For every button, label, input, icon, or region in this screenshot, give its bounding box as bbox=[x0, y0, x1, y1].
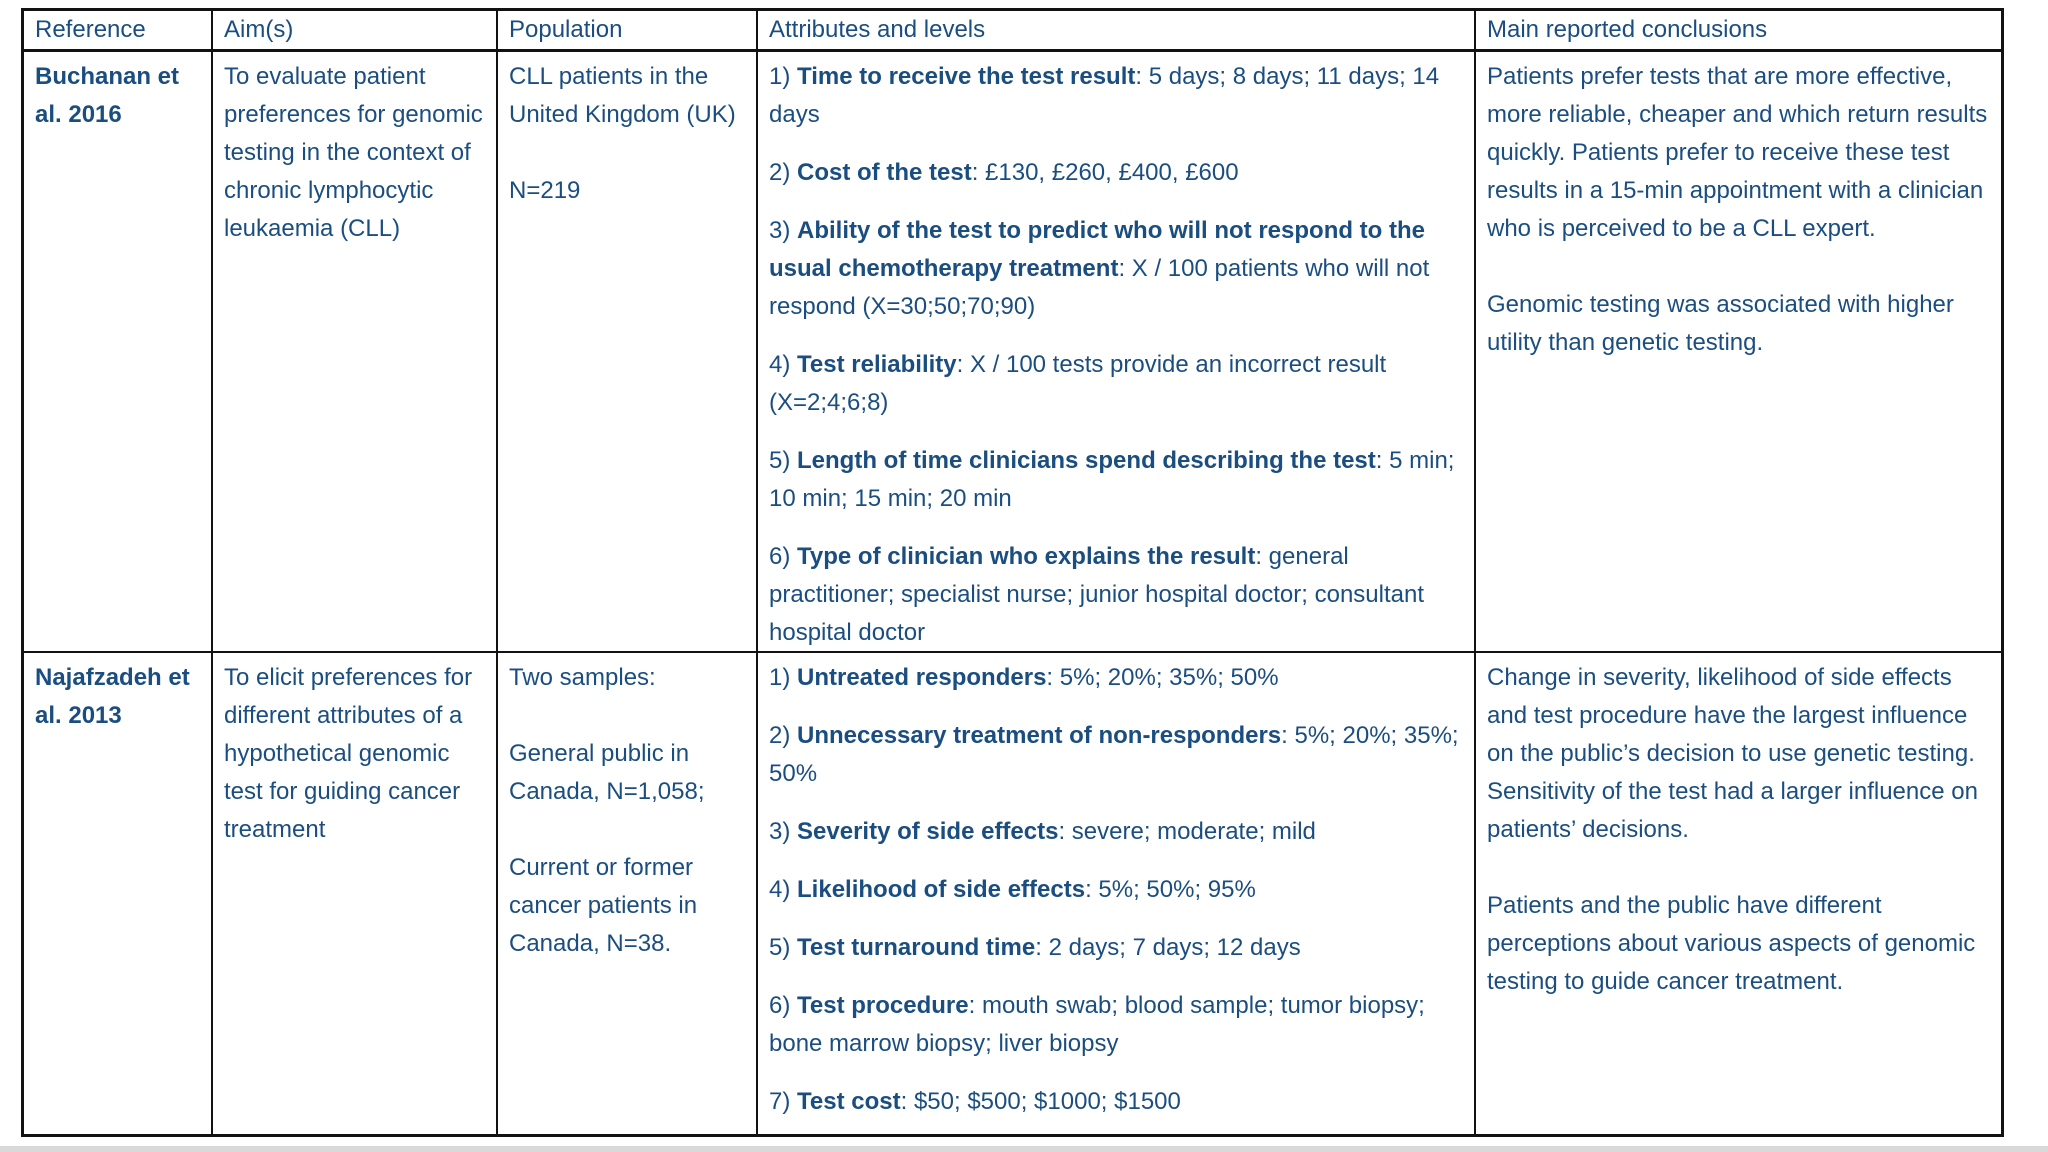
attribute-levels: : 5%; 50%; 95% bbox=[1085, 876, 1256, 903]
attribute-item: 4) Test reliability: X / 100 tests provi… bbox=[769, 346, 1462, 422]
table-body: Buchanan et al. 2016 To evaluate patient … bbox=[24, 52, 2001, 1134]
screen-bottom-edge bbox=[0, 1146, 2048, 1152]
attribute-number: 4) bbox=[769, 876, 798, 903]
attribute-name: Time to receive the test result bbox=[797, 63, 1136, 90]
attribute-name: Length of time clinicians spend describi… bbox=[797, 447, 1376, 474]
attribute-levels: : 5 min; 10 min; 15 min; 20 min bbox=[769, 447, 1455, 512]
column-header-population: Population bbox=[498, 11, 758, 52]
conclusion-text: Patients and the public have different p… bbox=[1487, 892, 1976, 995]
population-cell: CLL patients in the United Kingdom (UK) N… bbox=[498, 52, 758, 653]
aims-cell: To evaluate patient preferences for geno… bbox=[213, 52, 498, 653]
attribute-levels: : $50; $500; $1000; $1500 bbox=[900, 1088, 1181, 1115]
population-cell: Two samples: General public in Canada, N=… bbox=[498, 653, 758, 1134]
attribute-name: Test cost bbox=[797, 1088, 901, 1115]
reference-cell: Najafzadeh et al. 2013 bbox=[24, 653, 213, 1134]
attribute-number: 7) bbox=[769, 1088, 798, 1115]
attribute-item: 5) Test turnaround time: 2 days; 7 days;… bbox=[769, 929, 1462, 967]
population-text: N=219 bbox=[509, 177, 581, 204]
population-text: Two samples: bbox=[509, 664, 656, 691]
attribute-levels: : 2 days; 7 days; 12 days bbox=[1035, 934, 1301, 961]
attribute-levels: : £130, £260, £400, £600 bbox=[971, 159, 1239, 186]
attribute-name: Test turnaround time bbox=[797, 934, 1036, 961]
population-text: Current or former cancer patients in Can… bbox=[509, 854, 698, 957]
attribute-item: 3) Ability of the test to predict who wi… bbox=[769, 212, 1462, 326]
attributes-cell: 1) Untreated responders: 5%; 20%; 35%; 5… bbox=[758, 653, 1476, 1134]
attribute-levels: : 5 days; 8 days; 11 days; 14 days bbox=[769, 63, 1440, 128]
attribute-number: 1) bbox=[769, 63, 798, 90]
table-row: Buchanan et al. 2016 To evaluate patient … bbox=[24, 52, 2001, 653]
conclusions-cell: Patients prefer tests that are more effe… bbox=[1476, 52, 2001, 653]
conclusion-text: Genomic testing was associated with high… bbox=[1487, 291, 1954, 356]
attribute-number: 6) bbox=[769, 543, 798, 570]
column-header-aims: Aim(s) bbox=[213, 11, 498, 52]
column-header-reference: Reference bbox=[24, 11, 213, 52]
attribute-number: 2) bbox=[769, 722, 798, 749]
attribute-levels: : X / 100 patients who will not respond … bbox=[769, 255, 1430, 320]
attribute-levels: : mouth swab; blood sample; tumor biopsy… bbox=[769, 992, 1425, 1057]
table-row: Najafzadeh et al. 2013 To elicit preferen… bbox=[24, 653, 2001, 1134]
attribute-number: 4) bbox=[769, 351, 798, 378]
attribute-name: Severity of side effects bbox=[797, 818, 1059, 845]
attribute-name: Ability of the test to predict who will … bbox=[769, 217, 1425, 282]
attribute-name: Likelihood of side effects bbox=[797, 876, 1086, 903]
attribute-item: 2) Cost of the test: £130, £260, £400, £… bbox=[769, 154, 1462, 192]
attribute-item: 7) Test cost: $50; $500; $1000; $1500 bbox=[769, 1083, 1462, 1121]
attribute-item: 4) Likelihood of side effects: 5%; 50%; … bbox=[769, 871, 1462, 909]
reference-cell: Buchanan et al. 2016 bbox=[24, 52, 213, 653]
conclusion-text: Change in severity, likelihood of side e… bbox=[1487, 664, 1978, 843]
attribute-item: 1) Time to receive the test result: 5 da… bbox=[769, 58, 1462, 134]
attribute-name: Test reliability bbox=[797, 351, 957, 378]
attributes-cell: 1) Time to receive the test result: 5 da… bbox=[758, 52, 1476, 653]
attribute-name: Cost of the test bbox=[797, 159, 972, 186]
aims-text: To elicit preferences for different attr… bbox=[224, 664, 473, 843]
attribute-number: 6) bbox=[769, 992, 798, 1019]
attribute-item: 6) Test procedure: mouth swab; blood sam… bbox=[769, 987, 1462, 1063]
attribute-item: 2) Unnecessary treatment of non-responde… bbox=[769, 717, 1462, 793]
conclusions-cell: Change in severity, likelihood of side e… bbox=[1476, 653, 2001, 1134]
attribute-number: 2) bbox=[769, 159, 798, 186]
attribute-number: 3) bbox=[769, 217, 798, 244]
attribute-number: 3) bbox=[769, 818, 798, 845]
attribute-levels: : X / 100 tests provide an incorrect res… bbox=[769, 351, 1387, 416]
attribute-levels: : general practitioner; specialist nurse… bbox=[769, 543, 1425, 646]
attribute-item: 6) Type of clinician who explains the re… bbox=[769, 538, 1462, 651]
attribute-levels: : 5%; 20%; 35%; 50% bbox=[769, 722, 1459, 787]
attribute-levels: : severe; moderate; mild bbox=[1058, 818, 1316, 845]
population-text: CLL patients in the United Kingdom (UK) bbox=[509, 63, 736, 128]
attribute-name: Unnecessary treatment of non-responders bbox=[797, 722, 1282, 749]
studies-table: Reference Aim(s) Population Attributes a… bbox=[21, 8, 2004, 1137]
reference-text: Najafzadeh et al. 2013 bbox=[35, 664, 190, 729]
attribute-levels: : 5%; 20%; 35%; 50% bbox=[1046, 664, 1279, 691]
attribute-number: 5) bbox=[769, 934, 798, 961]
attribute-name: Untreated responders bbox=[797, 664, 1047, 691]
attribute-item: 1) Untreated responders: 5%; 20%; 35%; 5… bbox=[769, 659, 1462, 697]
aims-cell: To elicit preferences for different attr… bbox=[213, 653, 498, 1134]
attribute-number: 5) bbox=[769, 447, 798, 474]
column-header-attributes: Attributes and levels bbox=[758, 11, 1476, 52]
attribute-number: 1) bbox=[769, 664, 798, 691]
reference-text: Buchanan et al. 2016 bbox=[35, 63, 180, 128]
attribute-item: 3) Severity of side effects: severe; mod… bbox=[769, 813, 1462, 851]
population-text: General public in Canada, N=1,058; bbox=[509, 740, 705, 805]
aims-text: To evaluate patient preferences for geno… bbox=[224, 63, 483, 242]
table-header-row: Reference Aim(s) Population Attributes a… bbox=[24, 11, 2001, 52]
conclusion-text: Patients prefer tests that are more effe… bbox=[1487, 63, 1988, 242]
attribute-name: Type of clinician who explains the resul… bbox=[797, 543, 1256, 570]
attribute-item: 5) Length of time clinicians spend descr… bbox=[769, 442, 1462, 518]
column-header-conclusions: Main reported conclusions bbox=[1476, 11, 2001, 52]
attribute-name: Test procedure bbox=[797, 992, 969, 1019]
